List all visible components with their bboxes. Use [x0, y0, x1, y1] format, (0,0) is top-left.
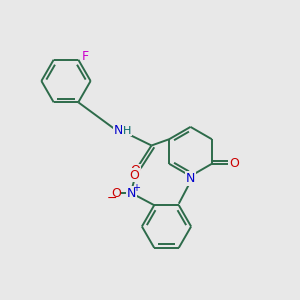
Text: N: N [186, 172, 195, 185]
Text: +: + [133, 183, 140, 193]
Text: F: F [82, 50, 89, 63]
Text: O: O [229, 157, 238, 170]
Text: H: H [123, 125, 131, 136]
Text: O: O [111, 187, 121, 200]
Text: N: N [127, 187, 136, 200]
Text: −: − [107, 192, 117, 205]
Text: O: O [129, 169, 139, 182]
Text: N: N [114, 124, 123, 137]
Text: O: O [131, 164, 140, 178]
